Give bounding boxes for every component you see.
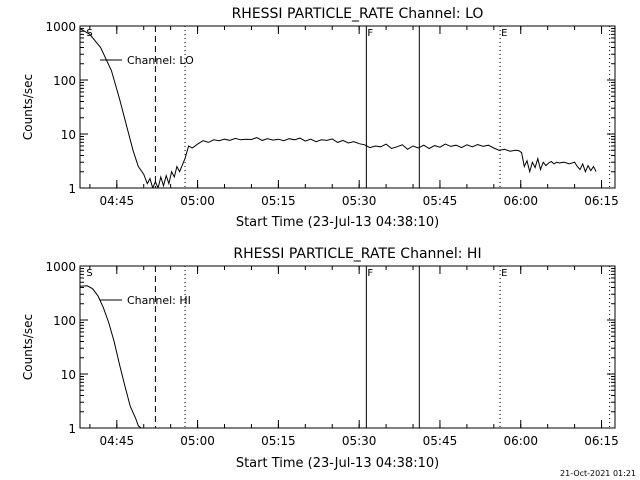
x-tick-label: 05:30 (342, 194, 377, 208)
x-tick-label: 04:45 (100, 194, 135, 208)
event-marker-label: E (501, 28, 507, 39)
y-tick-label: 100 (53, 74, 76, 88)
event-marker-label: S (86, 268, 92, 279)
x-tick-label: 05:15 (261, 194, 296, 208)
series-line (80, 285, 142, 428)
x-tick-label: 06:00 (503, 194, 538, 208)
legend-label: Channel: HI (127, 294, 191, 307)
event-marker-label: F (367, 268, 373, 279)
y-tick-label: 100 (53, 314, 76, 328)
x-tick-label: 04:45 (100, 434, 135, 448)
y-axis-label: Counts/sec (21, 314, 35, 380)
series-line (80, 28, 597, 188)
y-axis-label: Counts/sec (21, 74, 35, 140)
x-tick-label: 05:30 (342, 434, 377, 448)
x-tick-label: 05:45 (423, 194, 458, 208)
event-marker-label: E (501, 268, 507, 279)
chart-panel-1: RHESSI PARTICLE_RATE Channel: LO Counts/s… (21, 6, 619, 230)
y-tick-label: 1000 (45, 20, 76, 34)
y-tick-label: 1000 (45, 260, 76, 274)
x-tick-label: 06:15 (584, 194, 619, 208)
y-tick-label: 10 (61, 128, 76, 142)
y-tick-label: 1 (68, 422, 76, 436)
y-tick-label: 10 (61, 368, 76, 382)
footer-date: 21-Oct-2021 01:21 (560, 469, 636, 478)
x-axis-label: Start Time (23-Jul-13 04:38:10) (236, 456, 439, 471)
x-tick-label: 06:15 (584, 434, 619, 448)
y-tick-label: 1 (68, 182, 76, 196)
x-tick-label: 05:15 (261, 434, 296, 448)
x-tick-label: 05:00 (180, 194, 215, 208)
chart-title: RHESSI PARTICLE_RATE Channel: HI (233, 246, 481, 262)
legend-label: Channel: LO (127, 54, 194, 67)
x-axis-label: Start Time (23-Jul-13 04:38:10) (236, 215, 439, 230)
x-tick-label: 05:00 (180, 434, 215, 448)
chart-panel-2: RHESSI PARTICLE_RATE Channel: HI Counts/s… (21, 246, 619, 471)
x-tick-label: 05:45 (423, 434, 458, 448)
chart-title: RHESSI PARTICLE_RATE Channel: LO (232, 6, 484, 22)
event-marker-label: S (86, 28, 92, 39)
event-marker-label: F (367, 28, 373, 39)
plot-frame (79, 265, 616, 429)
x-tick-label: 06:00 (503, 434, 538, 448)
plot-frame (79, 25, 616, 189)
